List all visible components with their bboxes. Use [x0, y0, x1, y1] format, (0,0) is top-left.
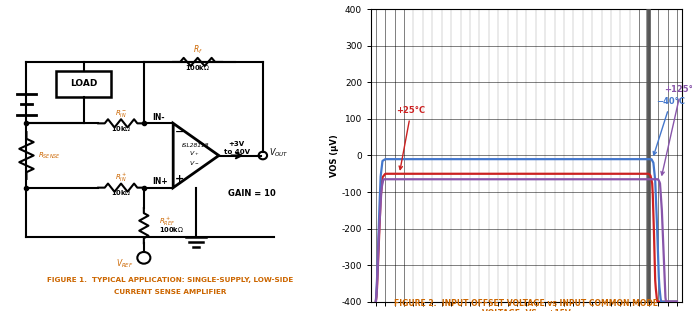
Text: $\mathit{R_{SENSE}}$: $\mathit{R_{SENSE}}$ [38, 151, 61, 160]
Text: ISL28118: ISL28118 [181, 143, 209, 148]
Text: 10k$\Omega$: 10k$\Omega$ [111, 124, 131, 133]
Text: to 40V: to 40V [224, 149, 250, 155]
Text: $\mathit{R_{IN}^+}$: $\mathit{R_{IN}^+}$ [115, 172, 127, 184]
Text: 10k$\Omega$: 10k$\Omega$ [111, 188, 131, 197]
Text: GAIN = 10: GAIN = 10 [228, 189, 275, 198]
Text: IN+: IN+ [152, 178, 167, 186]
Text: LOAD: LOAD [70, 79, 97, 88]
Text: +3V: +3V [228, 141, 245, 147]
Text: +25°C: +25°C [397, 106, 426, 169]
Bar [56, 71, 111, 97]
Polygon shape [173, 123, 219, 188]
Text: VOLTAGE, VS = ±15V: VOLTAGE, VS = ±15V [482, 309, 571, 311]
Text: 100k$\Omega$: 100k$\Omega$ [158, 225, 183, 234]
Text: $\mathit{R_{REF}^+}$: $\mathit{R_{REF}^+}$ [158, 216, 175, 228]
Text: 100k$\Omega$: 100k$\Omega$ [185, 63, 210, 72]
Text: +: + [174, 174, 183, 184]
Text: CURRENT SENSE AMPLIFIER: CURRENT SENSE AMPLIFIER [113, 289, 226, 295]
Text: $\mathit{R_f}$: $\mathit{R_f}$ [192, 44, 203, 56]
Text: FIGURE 1.  TYPICAL APPLICATION: SINGLE-SUPPLY, LOW-SIDE: FIGURE 1. TYPICAL APPLICATION: SINGLE-SU… [47, 277, 293, 283]
Text: $V_+$: $V_+$ [189, 150, 199, 159]
Y-axis label: VOS (μV): VOS (μV) [330, 134, 339, 177]
Text: $\mathit{R_{IN}^-}$: $\mathit{R_{IN}^-}$ [115, 108, 127, 119]
Text: IN-: IN- [152, 113, 165, 122]
Text: −: − [174, 127, 184, 137]
Text: $\mathit{V_{REF}}$: $\mathit{V_{REF}}$ [116, 258, 133, 270]
Text: −40°C: −40°C [653, 97, 685, 155]
Text: +125°C: +125°C [661, 85, 692, 175]
Text: FIGURE 2.  INPUT OFFSET VOLTAGE vs INPUT COMMON MODE: FIGURE 2. INPUT OFFSET VOLTAGE vs INPUT … [394, 299, 658, 308]
Text: $V_-$: $V_-$ [189, 160, 199, 167]
Text: $\mathit{V_{OUT}}$: $\mathit{V_{OUT}}$ [269, 147, 289, 160]
